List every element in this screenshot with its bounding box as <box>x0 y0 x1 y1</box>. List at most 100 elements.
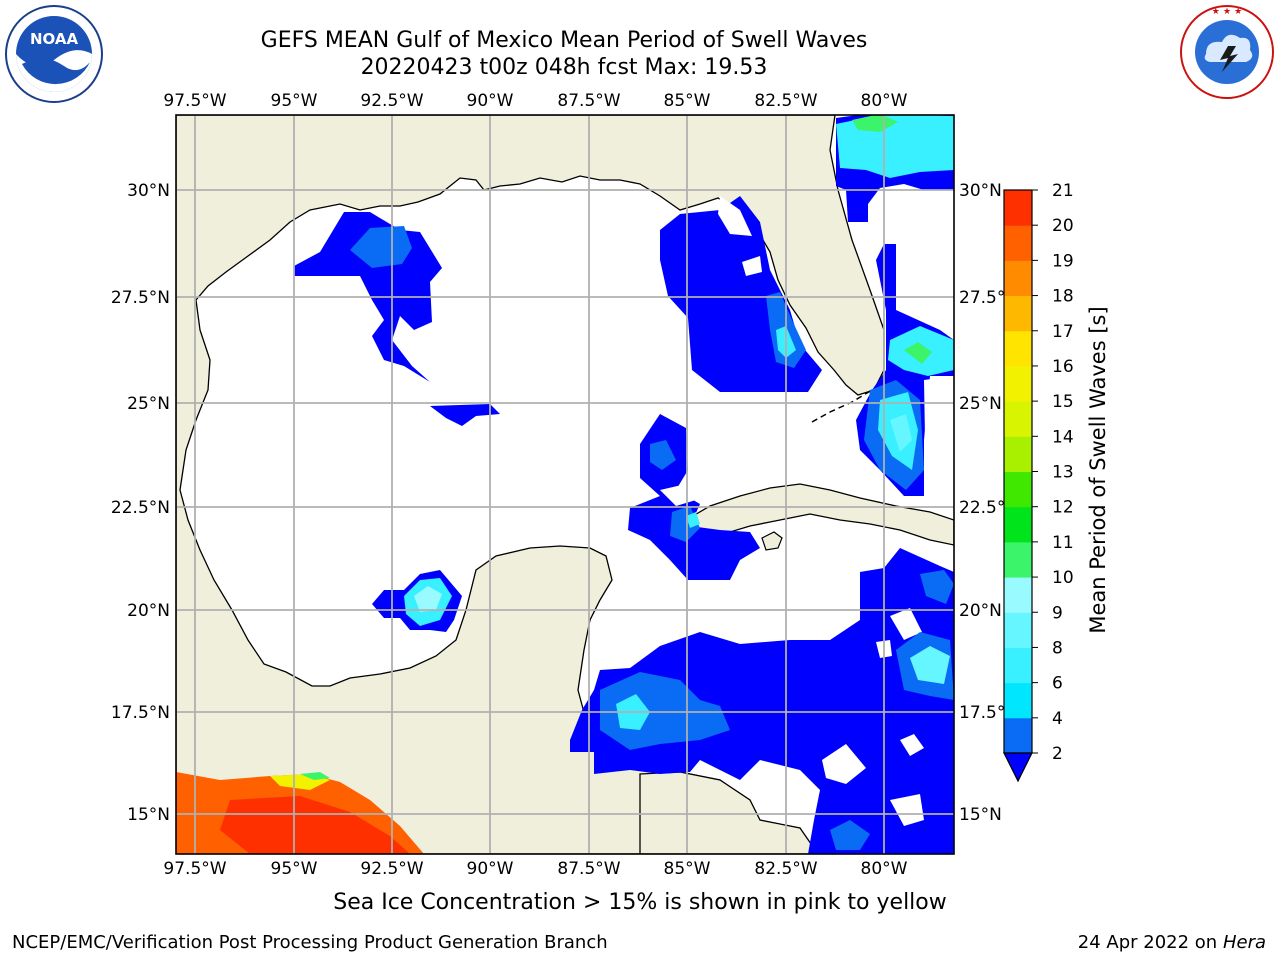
lon-label-top: 95°W <box>271 91 318 111</box>
colorbar-bin <box>1004 295 1032 332</box>
colorbar-bin <box>1004 471 1032 508</box>
colorbar-tick-label: 6 <box>1052 674 1063 694</box>
cyan-central <box>650 440 676 470</box>
colorbar-bin <box>1004 190 1032 226</box>
colorbar-bin <box>1004 682 1032 719</box>
cyan-atlantic-north <box>836 115 954 178</box>
map-frame <box>175 114 955 855</box>
lon-label-bottom: 85°W <box>664 859 711 879</box>
lon-label-bottom: 92.5°W <box>360 859 423 879</box>
chart-title: GEFS MEAN Gulf of Mexico Mean Period of … <box>260 28 868 53</box>
colorbar-bin <box>1004 330 1032 367</box>
colorbar-tick-label: 17 <box>1052 322 1074 342</box>
colorbar-tick-label: 18 <box>1052 287 1074 307</box>
svg-text:★ ★ ★: ★ ★ ★ <box>1212 7 1242 17</box>
colorbar-bin <box>1004 365 1032 402</box>
lon-label-bottom: 82.5°W <box>754 859 817 879</box>
colorbar-bin <box>1004 577 1032 613</box>
colorbar-label: Mean Period of Swell Waves [s] <box>1086 306 1110 634</box>
chart-subtitle: 20220423 t00z 048h fcst Max: 19.53 <box>360 55 768 80</box>
lat-label-left: 25°N <box>127 394 170 414</box>
cyan-caribbean-west <box>600 672 730 750</box>
lat-label-right: 20°N <box>959 601 1002 621</box>
lon-labels-top: 97.5°W 95°W 92.5°W 90°W 87.5°W 85°W 82.5… <box>163 91 907 111</box>
cyan-atlantic-3 <box>890 414 912 452</box>
colorbar-tick-label: 8 <box>1052 638 1063 658</box>
lon-labels-bottom: 97.5°W 95°W 92.5°W 90°W 87.5°W 85°W 82.5… <box>163 859 907 879</box>
noaa-logo: NOAA <box>5 5 103 103</box>
florida-keys <box>811 389 873 423</box>
lon-label-top: 87.5°W <box>557 91 620 111</box>
footer-credit: NCEP/EMC/Verification Post Processing Pr… <box>12 932 608 953</box>
colorbar-bin <box>1004 612 1032 648</box>
sea-ice-note: Sea Ice Concentration > 15% is shown in … <box>333 890 947 915</box>
lat-labels-right: 30°N 27.5°N 25°N 22.5°N 20°N 17.5°N 15°N <box>959 181 1018 825</box>
lon-label-top: 97.5°W <box>163 91 226 111</box>
gap-a <box>718 196 752 236</box>
pacific-swell-core <box>220 796 410 854</box>
lon-label-top: 90°W <box>467 91 514 111</box>
lat-labels-left: 30°N 27.5°N 25°N 22.5°N 20°N 17.5°N 15°N <box>111 181 170 825</box>
lon-label-top: 82.5°W <box>754 91 817 111</box>
lon-label-bottom: 90°W <box>467 859 514 879</box>
swell-gaps <box>660 196 954 826</box>
lat-label-right: 15°N <box>959 805 1002 825</box>
lat-label-right: 27.5°N <box>959 288 1018 308</box>
colorbar-tick-label: 21 <box>1052 181 1074 201</box>
lat-label-right: 17.5°N <box>959 703 1018 723</box>
colorbar-extend-arrow <box>1003 752 1033 783</box>
colorbar-bin <box>1004 647 1032 684</box>
colorbar-tick-label: 2 <box>1052 744 1063 764</box>
lon-label-bottom: 87.5°W <box>557 859 620 879</box>
lon-label-top: 85°W <box>664 91 711 111</box>
colorbar-tick-label: 15 <box>1052 392 1074 412</box>
colorbar-tick-label: 11 <box>1052 533 1074 553</box>
nws-logo: ★ ★ ★ <box>1180 5 1274 99</box>
swell-patch-mid-gulf <box>430 404 500 426</box>
colorbar-bin <box>1004 506 1032 543</box>
lat-label-left: 20°N <box>127 601 170 621</box>
colorbar-tick-label: 20 <box>1052 216 1074 236</box>
lat-label-right: 25°N <box>959 394 1002 414</box>
lat-label-left: 27.5°N <box>111 288 170 308</box>
cyan-campeche-inner <box>414 586 442 612</box>
footer-date-text: 24 Apr 2022 on <box>1077 932 1218 953</box>
colorbar-tick-label: 10 <box>1052 568 1074 588</box>
colorbar-bin <box>1004 260 1032 297</box>
pacific-swell-edge-green <box>300 772 330 780</box>
lon-label-bottom: 97.5°W <box>163 859 226 879</box>
cyan-caribbean-east-inner <box>910 646 950 684</box>
cyan-caribbean-south <box>830 820 870 850</box>
lat-label-left: 30°N <box>127 181 170 201</box>
colorbar-bin <box>1004 225 1032 261</box>
cyan-atlantic-east <box>920 570 954 604</box>
colorbar-tick-label: 13 <box>1052 463 1074 483</box>
gap-i <box>924 376 954 496</box>
green-bahamas <box>904 342 932 364</box>
land-isla-juventud <box>761 531 783 551</box>
noaa-logo-text: NOAA <box>30 30 79 48</box>
lat-label-right: 30°N <box>959 181 1002 201</box>
lat-label-left: 15°N <box>127 805 170 825</box>
gridlines <box>176 115 954 854</box>
lat-label-right: 22.5°N <box>959 498 1018 518</box>
swell-mid-period <box>350 115 954 850</box>
lat-label-left: 17.5°N <box>111 703 170 723</box>
colorbar-tick-label: 12 <box>1052 498 1074 518</box>
colorbar-bin <box>1004 541 1032 578</box>
land-honduras <box>639 771 819 854</box>
swell-patch-caribbean <box>570 548 954 854</box>
green-atlantic-north <box>852 115 898 132</box>
footer-date: 24 Apr 2022 on Hera <box>1078 932 1266 953</box>
cyan-central-3 <box>686 512 700 528</box>
colorbar-tick-label: 16 <box>1052 357 1074 377</box>
colorbar: 2 4 6 8 9 10 11 12 13 14 15 16 17 18 19 20 21 <box>1003 181 1074 783</box>
lon-label-bottom: 80°W <box>861 859 908 879</box>
colorbar-tick-label: 4 <box>1052 709 1063 729</box>
gap-f <box>900 734 924 756</box>
gap-e <box>890 608 922 640</box>
colorbar-bin <box>1004 436 1032 472</box>
colorbar-bin <box>1004 401 1032 437</box>
colorbar-tick-label: 9 <box>1052 603 1063 623</box>
